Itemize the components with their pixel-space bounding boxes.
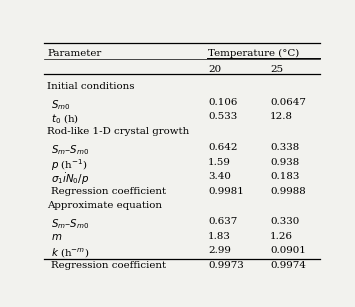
- Text: Regression coefficient: Regression coefficient: [51, 261, 166, 270]
- Text: 20: 20: [208, 65, 221, 74]
- Text: 0.106: 0.106: [208, 98, 237, 107]
- Text: 1.26: 1.26: [270, 232, 293, 241]
- Text: $m$: $m$: [51, 232, 62, 242]
- Text: 3.40: 3.40: [208, 172, 231, 181]
- Text: Initial conditions: Initial conditions: [47, 82, 135, 91]
- Text: $p$ (h$^{-1}$): $p$ (h$^{-1}$): [51, 158, 88, 173]
- Text: Rod-like 1-D crystal growth: Rod-like 1-D crystal growth: [47, 127, 189, 136]
- Text: 2.99: 2.99: [208, 247, 231, 255]
- Text: 0.183: 0.183: [270, 172, 299, 181]
- Text: 0.9988: 0.9988: [270, 187, 306, 196]
- Text: Regression coefficient: Regression coefficient: [51, 187, 166, 196]
- Text: $k$ (h$^{-m}$): $k$ (h$^{-m}$): [51, 247, 90, 260]
- Text: Parameter: Parameter: [47, 49, 102, 58]
- Text: 0.637: 0.637: [208, 217, 237, 226]
- Text: 0.9981: 0.9981: [208, 187, 244, 196]
- Text: $S_{m0}$: $S_{m0}$: [51, 98, 71, 112]
- Text: 1.59: 1.59: [208, 158, 231, 167]
- Text: 0.0901: 0.0901: [270, 247, 306, 255]
- Text: 0.9974: 0.9974: [270, 261, 306, 270]
- Text: $S_m–S_{m0}$: $S_m–S_{m0}$: [51, 217, 90, 231]
- Text: $\sigma_1 \dot{\imath} N_0/p$: $\sigma_1 \dot{\imath} N_0/p$: [51, 172, 89, 187]
- Text: 0.9973: 0.9973: [208, 261, 244, 270]
- Text: 0.0647: 0.0647: [270, 98, 306, 107]
- Text: Temperature (°C): Temperature (°C): [208, 49, 299, 58]
- Text: $t_0$ (h): $t_0$ (h): [51, 112, 79, 126]
- Text: 0.938: 0.938: [270, 158, 299, 167]
- Text: 0.338: 0.338: [270, 143, 299, 152]
- Text: 0.330: 0.330: [270, 217, 299, 226]
- Text: 12.8: 12.8: [270, 112, 293, 122]
- Text: 25: 25: [270, 65, 283, 74]
- Text: $S_m–S_{m0}$: $S_m–S_{m0}$: [51, 143, 90, 157]
- Text: 1.83: 1.83: [208, 232, 231, 241]
- Text: Approximate equation: Approximate equation: [47, 201, 162, 210]
- Text: 0.533: 0.533: [208, 112, 237, 122]
- Text: 0.642: 0.642: [208, 143, 237, 152]
